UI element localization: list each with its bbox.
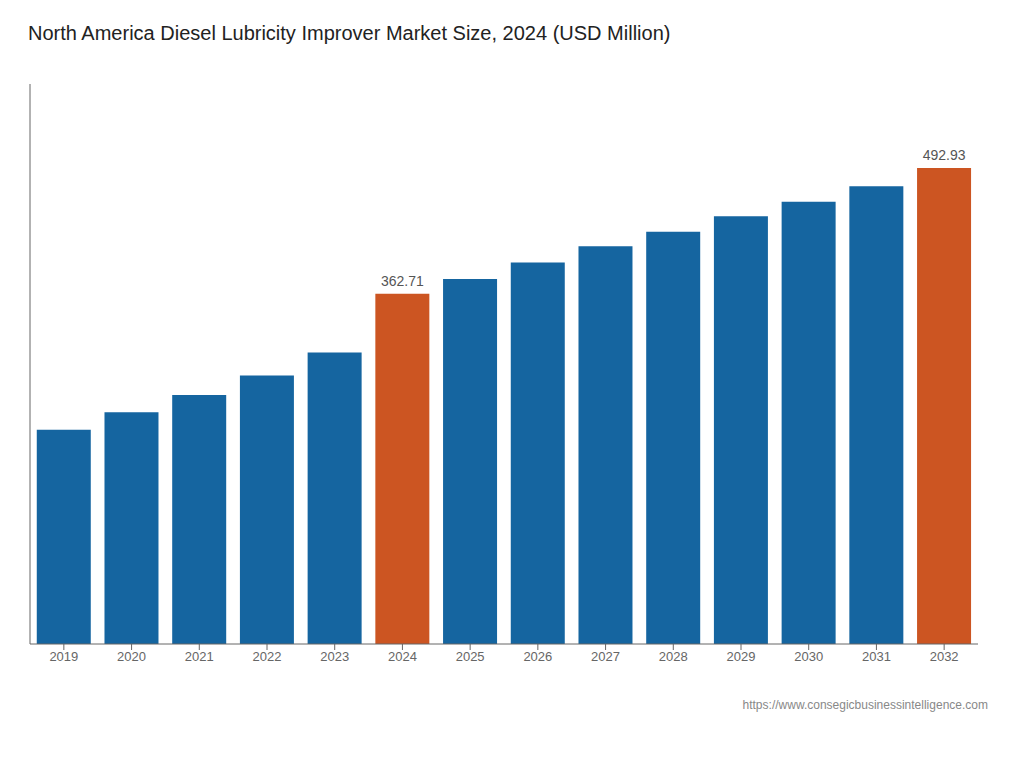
svg-text:2021: 2021 <box>185 649 214 664</box>
svg-text:2030: 2030 <box>794 649 823 664</box>
svg-text:2027: 2027 <box>591 649 620 664</box>
html-text:https://www.consegicbusinessin: https://www.consegicbusinessintelligence… <box>742 698 988 712</box>
svg-text:2029: 2029 <box>727 649 756 664</box>
svg-text:2032: 2032 <box>930 649 959 664</box>
svg-text:2025: 2025 <box>456 649 485 664</box>
svg-text:2020: 2020 <box>117 649 146 664</box>
svg-text:492.93: 492.93 <box>923 147 966 163</box>
svg-text:362.71: 362.71 <box>381 273 424 289</box>
svg-text:2031: 2031 <box>862 649 891 664</box>
svg-text:2024: 2024 <box>388 649 417 664</box>
svg-text:2028: 2028 <box>659 649 688 664</box>
html-text:North America Diesel Lubricity: North America Diesel Lubricity Improver … <box>28 22 671 44</box>
svg-text:2019: 2019 <box>49 649 78 664</box>
svg-text:2026: 2026 <box>523 649 552 664</box>
svg-text:2022: 2022 <box>253 649 282 664</box>
svg-text:2023: 2023 <box>320 649 349 664</box>
